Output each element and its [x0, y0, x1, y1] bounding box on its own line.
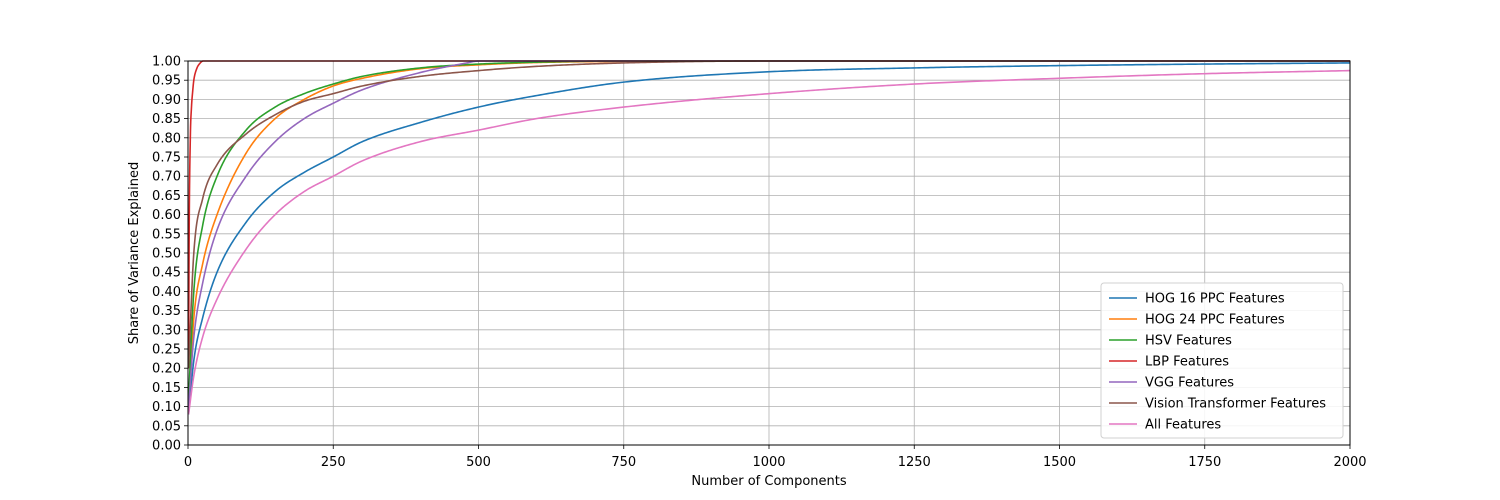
- y-tick-label: 0.25: [152, 343, 181, 358]
- y-tick-label: 0.50: [152, 247, 181, 262]
- legend-entry: HOG 16 PPC Features: [1145, 292, 1285, 307]
- legend-entry: HSV Features: [1145, 334, 1232, 349]
- y-tick-label: 0.35: [152, 304, 181, 319]
- y-tick-label: 0.70: [152, 170, 181, 185]
- y-tick-label: 0.85: [152, 112, 181, 127]
- y-tick-label: 0.30: [152, 323, 181, 338]
- x-tick-label: 500: [466, 455, 491, 470]
- legend-box: [1100, 282, 1344, 439]
- x-axis-label: Number of Components: [691, 474, 846, 489]
- y-tick-label: 0.75: [152, 151, 181, 166]
- legend: HOG 16 PPC Features HOG 24 PPC Features HS…: [1100, 282, 1344, 439]
- y-tick-label: 0.15: [152, 381, 181, 396]
- y-tick-label: 0.95: [152, 74, 181, 89]
- series-line-0: [187, 62, 1351, 416]
- y-tick-label: 0.60: [152, 208, 181, 223]
- y-tick-label: 1.00: [152, 55, 181, 70]
- y-axis-ticks: 0.00 0.05 0.10 0.15 0.20 0.25 0.30 0.35 0.40 0.45…: [152, 55, 188, 454]
- y-tick-label: 0.00: [152, 439, 181, 454]
- x-tick-label: 2000: [1333, 455, 1366, 470]
- legend-entry: VGG Features: [1145, 376, 1234, 391]
- legend-entry: All Features: [1145, 418, 1221, 433]
- x-tick-label: 250: [321, 455, 346, 470]
- y-tick-label: 0.20: [152, 362, 181, 377]
- y-tick-label: 0.40: [152, 285, 181, 300]
- y-tick-label: 0.45: [152, 266, 181, 281]
- x-tick-label: 1500: [1043, 455, 1076, 470]
- legend-entry: Vision Transformer Features: [1145, 397, 1326, 412]
- x-tick-label: 1000: [752, 455, 785, 470]
- y-tick-label: 0.10: [152, 400, 181, 415]
- legend-entry: LBP Features: [1145, 355, 1229, 370]
- x-tick-label: 1750: [1188, 455, 1221, 470]
- y-axis-label: Share of Variance Explained: [127, 162, 142, 344]
- x-tick-label: 0: [184, 455, 192, 470]
- series-line-6: [187, 69, 1351, 416]
- y-tick-label: 0.80: [152, 131, 181, 146]
- x-tick-label: 750: [611, 455, 636, 470]
- x-tick-label: 1250: [898, 455, 931, 470]
- y-tick-label: 0.05: [152, 419, 181, 434]
- x-axis-ticks: 0 250 500 750 1000 1250 1500 1750 2000: [184, 445, 1367, 470]
- y-tick-label: 0.65: [152, 189, 181, 204]
- legend-entry: HOG 24 PPC Features: [1145, 313, 1285, 328]
- y-tick-label: 0.55: [152, 227, 181, 242]
- y-tick-label: 0.90: [152, 93, 181, 108]
